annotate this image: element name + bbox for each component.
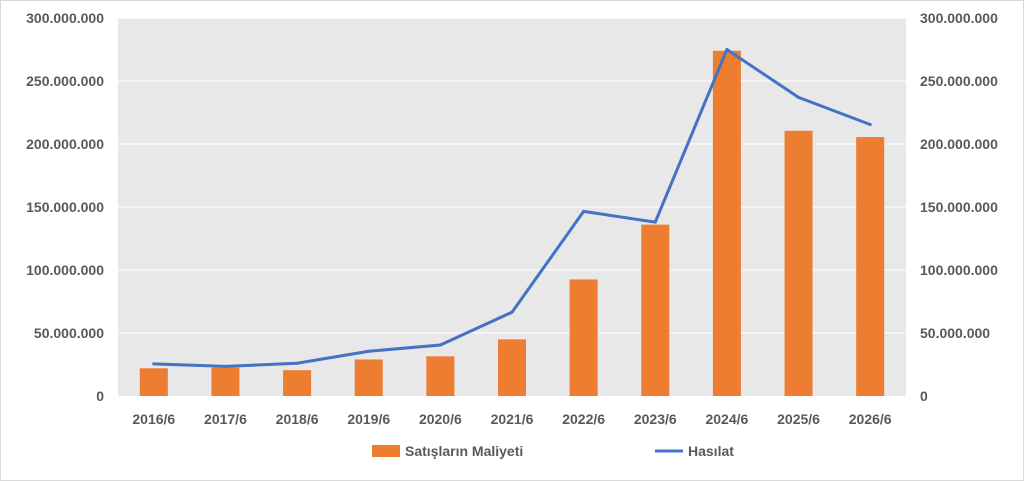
y-tick-label-left: 50.000.000: [34, 325, 104, 341]
legend: Satışların Maliyeti Hasılat: [372, 443, 734, 459]
y-tick-label-right: 50.000.000: [920, 325, 990, 341]
y-tick-label-left: 0: [96, 388, 104, 404]
line-point: [152, 362, 156, 366]
legend-bar-label: Satışların Maliyeti: [405, 443, 523, 459]
x-tick-label: 2024/6: [705, 411, 748, 427]
legend-line-label: Hasılat: [688, 443, 734, 459]
y-tick-label-right: 200.000.000: [920, 136, 998, 152]
y-tick-label-left: 100.000.000: [26, 262, 104, 278]
y-tick-label-right: 100.000.000: [920, 262, 998, 278]
y-tick-label-right: 150.000.000: [920, 199, 998, 215]
x-tick-label: 2020/6: [419, 411, 462, 427]
y-tick-label-right: 250.000.000: [920, 73, 998, 89]
bar: [426, 356, 455, 396]
y-axis-right: 0 50.000.000 100.000.000 150.000.000 200.000…: [920, 10, 998, 404]
y-tick-label-left: 150.000.000: [26, 199, 104, 215]
y-tick-label-left: 250.000.000: [26, 73, 104, 89]
x-tick-label: 2026/6: [849, 411, 892, 427]
bar-series: [139, 50, 885, 396]
y-tick-label-left: 200.000.000: [26, 136, 104, 152]
bar: [569, 279, 598, 396]
y-axis-left: 0 50.000.000 100.000.000 150.000.000 200.000…: [26, 10, 104, 404]
y-tick-label-right: 0: [920, 388, 928, 404]
bar: [784, 130, 813, 396]
x-tick-label: 2023/6: [634, 411, 677, 427]
line-point: [797, 95, 801, 99]
line-point: [725, 48, 729, 51]
x-tick-label: 2022/6: [562, 411, 605, 427]
x-axis: 2016/6 2017/6 2018/6 2019/6 2020/6 2021/6 2022…: [132, 411, 891, 427]
line-point: [367, 349, 371, 353]
bar: [139, 368, 168, 396]
x-tick-label: 2025/6: [777, 411, 820, 427]
line-series: [152, 48, 872, 368]
gridlines: [118, 17, 906, 334]
bar: [354, 359, 383, 396]
y-tick-label-left: 300.000.000: [26, 10, 104, 26]
bar: [712, 50, 741, 396]
y-tick-label-right: 300.000.000: [920, 10, 998, 26]
x-tick-label: 2019/6: [347, 411, 390, 427]
line-point: [438, 343, 442, 347]
bar: [498, 339, 526, 396]
line-point: [223, 364, 227, 368]
line-point: [653, 220, 657, 224]
bar: [856, 137, 885, 396]
line-point: [868, 122, 872, 126]
x-tick-label: 2017/6: [204, 411, 247, 427]
line-point: [510, 310, 514, 314]
legend-bar-swatch: [372, 445, 400, 457]
bar: [211, 367, 240, 396]
line-point: [582, 209, 586, 213]
line-point: [295, 361, 299, 365]
x-tick-label: 2016/6: [132, 411, 175, 427]
x-tick-label: 2018/6: [276, 411, 319, 427]
bar: [641, 224, 670, 396]
bar: [283, 370, 312, 396]
x-tick-label: 2021/6: [491, 411, 534, 427]
